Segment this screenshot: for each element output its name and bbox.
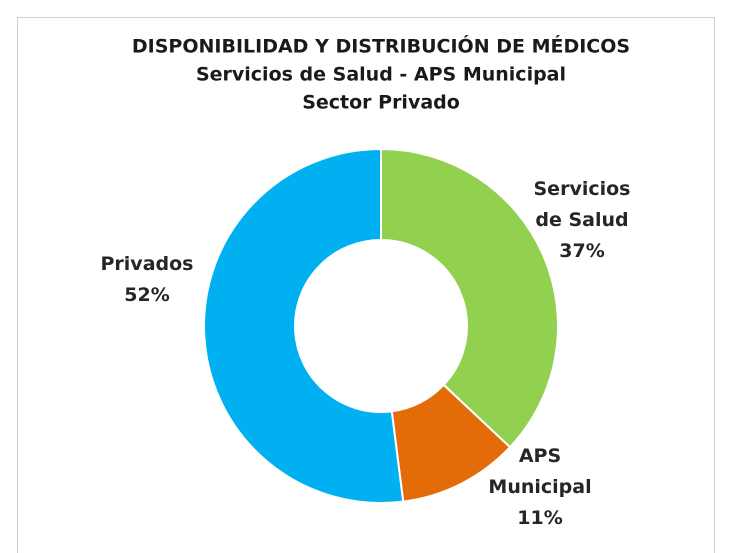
slice-value-label: 37%: [559, 240, 605, 262]
donut-slice: [380, 147, 559, 449]
donut-slice: [203, 147, 405, 504]
slice-category-label: Privados: [100, 253, 194, 275]
chart-title: DISPONIBILIDAD Y DISTRIBUCIÓN DE MÉDICOS: [132, 34, 630, 58]
chart-title: Sector Privado: [302, 92, 460, 114]
slice-value-label: 52%: [124, 284, 170, 306]
chart-title: Servicios de Salud - APS Municipal: [196, 64, 566, 86]
slice-category-label: Servicios de Salud: [533, 178, 631, 231]
slice-category-label: APS Municipal: [488, 445, 592, 498]
slice-value-label: 11%: [517, 507, 563, 529]
